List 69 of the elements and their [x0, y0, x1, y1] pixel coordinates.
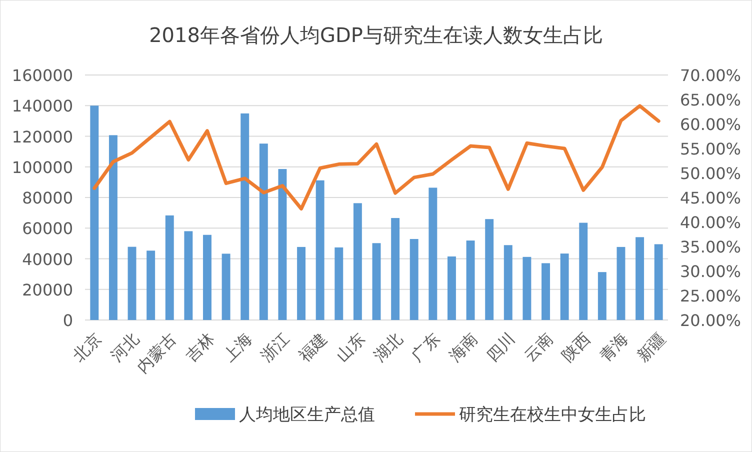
- y2-tick-label: 65.00%: [680, 90, 742, 110]
- bar: [146, 250, 156, 320]
- y2-tick-label: 55.00%: [680, 140, 742, 158]
- y2-tick-label: 45.00%: [680, 188, 742, 208]
- bar: [90, 106, 99, 320]
- bar: [447, 256, 456, 320]
- bar: [466, 240, 475, 320]
- bar: [222, 254, 230, 320]
- y-tick-label: 40000: [22, 250, 73, 269]
- bar: [542, 263, 550, 320]
- bar: [184, 231, 193, 320]
- bar: [485, 219, 494, 320]
- bar: [579, 222, 588, 320]
- bar: [203, 234, 212, 320]
- y2-tick-label: 30.00%: [680, 262, 742, 281]
- bar: [391, 218, 400, 320]
- y2-tick-label: 70.00%: [680, 66, 742, 85]
- x-tick-label: 新疆: [633, 329, 670, 366]
- bar: [108, 135, 118, 320]
- y-tick-label: 60000: [22, 219, 73, 238]
- x-tick-label: 青海: [596, 329, 632, 366]
- x-tick-label: 海南: [445, 329, 482, 366]
- x-tick-label: 陕西: [558, 329, 594, 366]
- bar: [278, 169, 287, 320]
- y2-tick-label: 35.00%: [680, 238, 742, 256]
- bar: [353, 203, 362, 320]
- bar: [428, 188, 438, 320]
- bar: [410, 238, 418, 320]
- x-tick-label: 福建: [294, 329, 331, 366]
- chart-title: 2018年各省份人均GDP与研究生在读人数女生占比: [149, 23, 603, 47]
- x-tick-label: 北京: [69, 329, 106, 366]
- bar: [598, 272, 606, 320]
- y-tick-label: 100000: [12, 158, 73, 177]
- bar: [165, 215, 174, 320]
- y-tick-label: 160000: [12, 66, 73, 85]
- x-tick-label: 广东: [408, 329, 444, 366]
- bar: [128, 246, 136, 320]
- x-tick-label: 湖北: [370, 329, 406, 366]
- legend-label: 人均地区生产总值: [239, 405, 375, 425]
- bar: [240, 113, 250, 320]
- bar: [316, 180, 324, 320]
- y-tick-label: 80000: [22, 188, 73, 208]
- y2-tick-label: 40.00%: [680, 213, 742, 232]
- bar: [560, 254, 569, 320]
- y-tick-label: 140000: [12, 96, 73, 116]
- bar: [636, 237, 644, 320]
- y-tick-label: 0: [62, 311, 73, 330]
- bar: [654, 244, 663, 320]
- y-tick-label: 20000: [22, 280, 73, 300]
- bar: [372, 243, 381, 320]
- x-tick-label: 上海: [220, 329, 256, 366]
- y2-tick-label: 25.00%: [680, 286, 742, 306]
- y2-tick-label: 60.00%: [680, 115, 742, 134]
- y-tick-label: 120000: [12, 127, 73, 146]
- bar: [522, 256, 532, 320]
- y2-tick-label: 50.00%: [680, 164, 742, 183]
- line-series: [92, 104, 660, 211]
- x-tick-label: 云南: [520, 329, 557, 366]
- x-tick-label: 四川: [482, 329, 519, 366]
- legend-label: 研究生在校生中女生占比: [459, 405, 646, 425]
- x-tick-label: 吉林: [182, 329, 218, 366]
- x-tick-label: 浙江: [257, 329, 294, 366]
- bar: [259, 144, 268, 320]
- bar: [616, 246, 626, 320]
- bar: [334, 247, 344, 320]
- bar: [504, 245, 512, 320]
- x-tick-label: 山东: [332, 329, 368, 366]
- bar: [297, 246, 306, 320]
- y2-tick-label: 20.00%: [680, 311, 742, 330]
